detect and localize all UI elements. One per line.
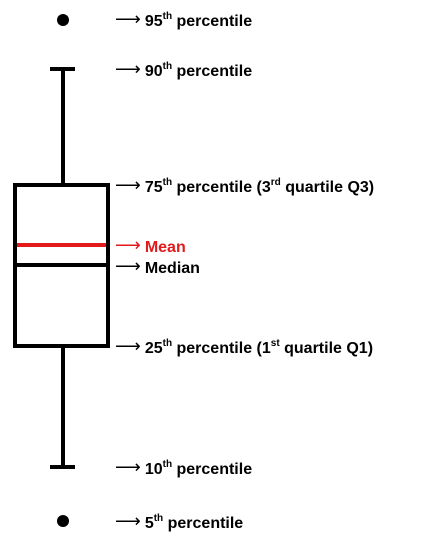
arrow-right-icon: ⟶: [115, 256, 141, 276]
label-median: ⟶ Median: [115, 254, 200, 280]
arrow-right-icon: ⟶: [115, 59, 141, 79]
arrow-right-icon: ⟶: [115, 235, 141, 255]
label-95th-percentile: ⟶ 95th percentile: [115, 7, 252, 33]
outlier-dot-95th: [57, 14, 69, 26]
arrow-right-icon: ⟶: [115, 336, 141, 356]
label-5th-percentile: ⟶ 5th percentile: [115, 509, 243, 535]
label-10th-percentile: ⟶ 10th percentile: [115, 455, 252, 481]
label-mean: ⟶ Mean: [115, 233, 186, 259]
arrow-right-icon: ⟶: [115, 457, 141, 477]
outlier-dot-5th: [57, 515, 69, 527]
arrow-right-icon: ⟶: [115, 511, 141, 531]
arrow-right-icon: ⟶: [115, 175, 141, 195]
label-90th-percentile: ⟶ 90th percentile: [115, 57, 252, 83]
arrow-right-icon: ⟶: [115, 9, 141, 29]
label-75th-percentile: ⟶ 75th percentile (3rd quartile Q3): [115, 173, 374, 199]
label-25th-percentile: ⟶ 25th percentile (1st quartile Q1): [115, 334, 373, 360]
